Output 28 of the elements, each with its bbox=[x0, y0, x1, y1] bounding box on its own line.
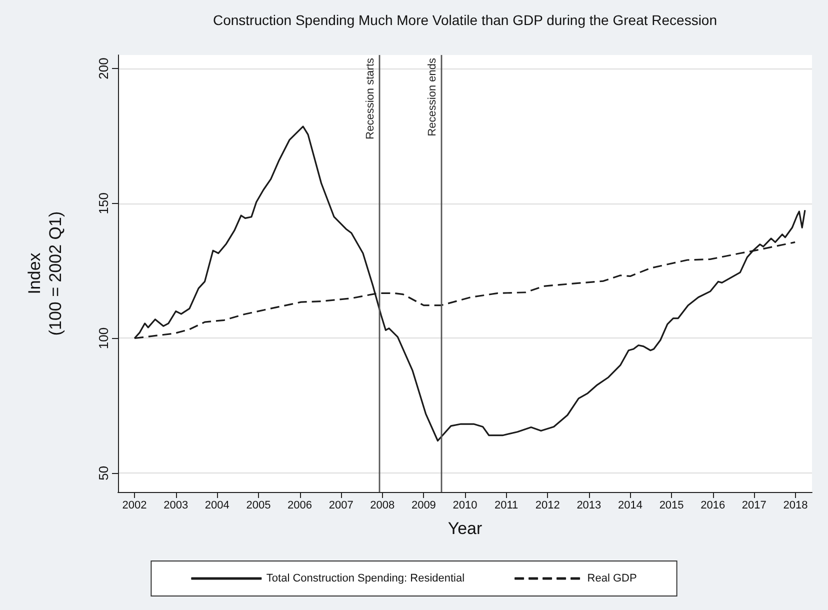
x-tick-label: 2002 bbox=[122, 500, 147, 512]
x-tick-label: 2013 bbox=[576, 500, 602, 512]
legend-label: Total Construction Spending: Residential bbox=[266, 572, 465, 584]
x-axis-title: Year bbox=[448, 519, 483, 538]
chart-title: Construction Spending Much More Volatile than GDP during the Great Recession bbox=[212, 12, 718, 28]
x-tick-label: 2004 bbox=[204, 500, 230, 512]
x-tick-label: 2018 bbox=[783, 500, 808, 512]
y-tick-label: 200 bbox=[96, 58, 111, 80]
x-tick-label: 2007 bbox=[328, 500, 354, 512]
x-tick-label: 2010 bbox=[452, 500, 478, 512]
x-tick-label: 2009 bbox=[411, 500, 436, 512]
y-tick-label: 100 bbox=[96, 327, 111, 350]
x-tick-label: 2005 bbox=[246, 500, 271, 512]
y-tick-label: 150 bbox=[96, 192, 111, 214]
x-tick-label: 2016 bbox=[700, 500, 726, 512]
x-tick-label: 2015 bbox=[659, 500, 684, 512]
x-tick-label: 2003 bbox=[164, 500, 188, 512]
x-tick-label: 2008 bbox=[370, 500, 395, 512]
y-tick-label: 50 bbox=[96, 466, 111, 480]
x-tick-label: 2017 bbox=[742, 500, 766, 512]
ref-line-label: Recession starts bbox=[364, 58, 377, 140]
x-tick-label: 2006 bbox=[288, 500, 312, 512]
x-tick-label: 2011 bbox=[494, 500, 518, 512]
ref-line-label: Recession ends bbox=[426, 58, 439, 136]
x-tick-label: 2012 bbox=[535, 500, 560, 512]
legend-label: Real GDP bbox=[587, 572, 637, 584]
y-axis-title: Index (100 = 2002 Q1) bbox=[25, 211, 65, 336]
x-tick-label: 2014 bbox=[618, 500, 642, 512]
